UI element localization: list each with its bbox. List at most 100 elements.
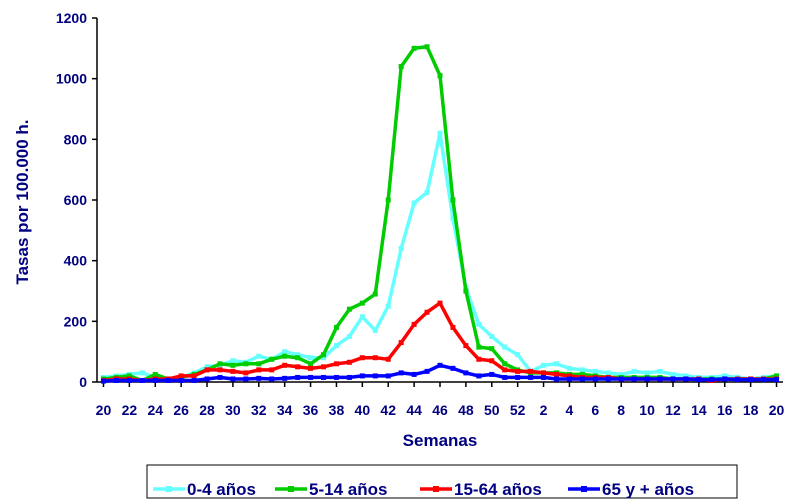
data-point (463, 288, 469, 294)
data-point (502, 367, 508, 373)
data-point (424, 309, 430, 315)
legend-marker (581, 486, 587, 492)
data-point (515, 374, 521, 380)
data-point (605, 370, 611, 376)
legend: 0-4 años 5-14 años 15-64 años 65 y + años (146, 464, 738, 499)
data-point (178, 373, 184, 379)
data-point (333, 324, 339, 330)
x-tick-label: 32 (251, 402, 267, 418)
x-tick-label: 22 (122, 402, 138, 418)
data-point (489, 346, 495, 352)
data-point (579, 371, 585, 377)
data-point (398, 246, 404, 252)
data-point (269, 356, 275, 362)
data-point (528, 368, 534, 374)
data-point (463, 343, 469, 349)
data-point (385, 356, 391, 362)
data-point (618, 376, 624, 382)
legend-label: 5-14 años (309, 480, 387, 499)
data-point (333, 374, 339, 380)
x-tick-label: 50 (484, 402, 500, 418)
data-point (502, 374, 508, 380)
data-point (476, 356, 482, 362)
x-tick-label: 20 (96, 402, 112, 418)
data-point (398, 64, 404, 70)
data-point (308, 355, 314, 361)
data-point (553, 361, 559, 367)
data-point (450, 197, 456, 203)
data-point (385, 373, 391, 379)
data-point (243, 376, 249, 382)
data-point (411, 371, 417, 377)
data-point (256, 361, 262, 367)
data-point (541, 374, 547, 380)
y-axis-title: Tasas por 100.000 h. (13, 119, 32, 284)
y-tick-label: 1200 (56, 10, 87, 26)
data-point (722, 373, 728, 379)
data-point (489, 371, 495, 377)
data-point (437, 362, 443, 368)
data-point (295, 364, 301, 370)
data-point (191, 377, 197, 383)
data-point (256, 367, 262, 373)
data-point (502, 361, 508, 367)
data-point (657, 376, 663, 382)
data-point (282, 349, 288, 355)
data-point (411, 200, 417, 206)
data-point (139, 377, 145, 383)
data-point (204, 376, 210, 382)
data-point (450, 365, 456, 371)
legend-label: 65 y + años (602, 480, 694, 499)
x-tick-label: 2 (540, 402, 548, 418)
data-point (372, 327, 378, 333)
x-tick-label: 34 (277, 402, 293, 418)
series-0 (100, 130, 780, 382)
legend-item: 0-4 años (153, 480, 256, 499)
x-tick-label: 44 (406, 402, 422, 418)
data-point (774, 373, 780, 379)
data-point (204, 364, 210, 370)
x-tick-label: 38 (329, 402, 345, 418)
data-point (372, 355, 378, 361)
y-tick-label: 1000 (56, 71, 87, 87)
data-point (450, 215, 456, 221)
data-point (230, 376, 236, 382)
data-point (515, 368, 521, 374)
data-point (657, 368, 663, 374)
series-line (103, 45, 777, 383)
data-point (670, 376, 676, 382)
data-point (761, 377, 767, 383)
x-axis-title: Semanas (403, 431, 478, 450)
data-point (385, 197, 391, 203)
data-point (217, 361, 223, 367)
data-point (592, 368, 598, 374)
y-axis: 0 200 400 600 800 1000 1200 (56, 10, 98, 390)
data-point (411, 321, 417, 327)
x-tick-label: 16 (717, 402, 733, 418)
data-point (230, 362, 236, 368)
data-point (269, 367, 275, 373)
data-point (152, 371, 158, 377)
data-point (553, 371, 559, 377)
data-point (385, 303, 391, 309)
data-point (269, 376, 275, 382)
legend-item: 65 y + años (568, 480, 694, 499)
data-point (774, 377, 780, 383)
data-point (424, 44, 430, 50)
legend-label: 0-4 años (187, 480, 256, 499)
series-layer (100, 44, 780, 384)
x-tick-label: 52 (510, 402, 526, 418)
data-point (321, 355, 327, 361)
x-tick-label: 20 (769, 402, 785, 418)
legend-item: 5-14 años (275, 480, 387, 499)
data-point (644, 370, 650, 376)
data-point (566, 376, 572, 382)
data-point (372, 373, 378, 379)
data-point (670, 371, 676, 377)
data-point (592, 376, 598, 382)
data-point (139, 370, 145, 376)
data-point (476, 373, 482, 379)
data-point (230, 358, 236, 364)
data-point (541, 370, 547, 376)
x-tick-label: 4 (566, 402, 574, 418)
